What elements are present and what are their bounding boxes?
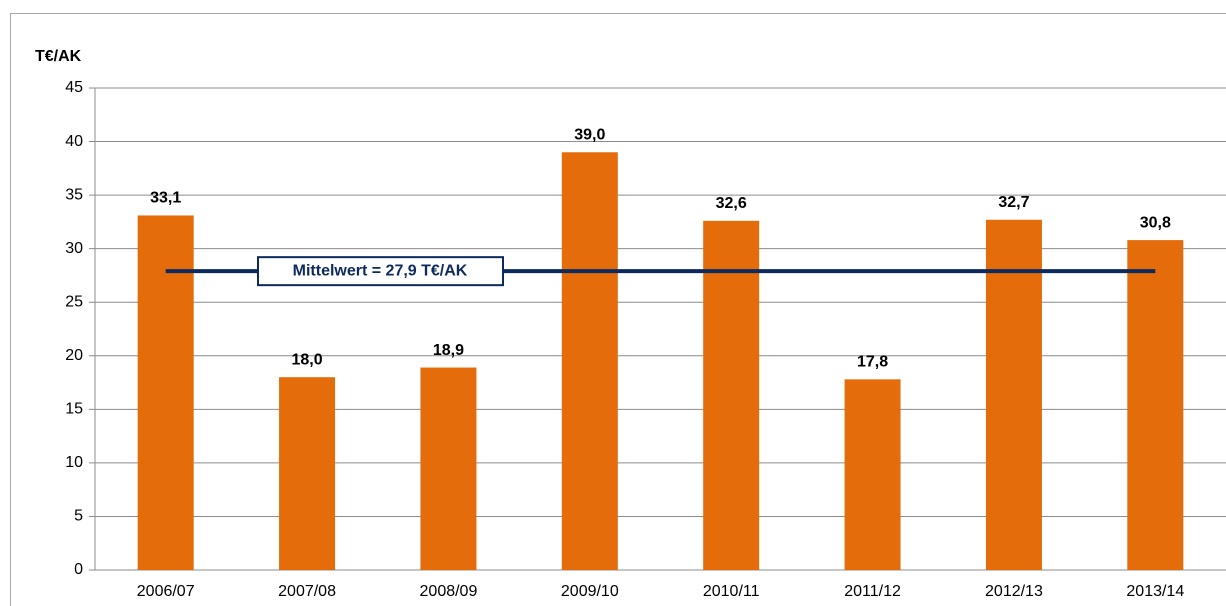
bar: [561, 152, 618, 570]
bar: [703, 220, 760, 570]
x-tick-label: 2008/09: [420, 583, 478, 600]
bar: [279, 377, 336, 570]
value-label: 18,0: [291, 351, 322, 368]
x-tick-label: 2006/07: [137, 583, 195, 600]
value-label: 30,8: [1140, 214, 1171, 231]
y-tick-label: 25: [65, 293, 83, 310]
bar: [420, 367, 477, 570]
x-tick-label: 2012/13: [985, 583, 1043, 600]
value-label: 33,1: [150, 190, 181, 207]
value-label: 18,9: [433, 342, 464, 359]
y-tick-label: 20: [65, 347, 83, 364]
value-label: 32,6: [716, 195, 747, 212]
chart-border: [10, 13, 1226, 606]
y-tick-label: 5: [74, 508, 83, 525]
value-label: 39,0: [574, 126, 605, 143]
x-tick-label: 2007/08: [278, 583, 336, 600]
y-tick-label: 40: [65, 133, 83, 150]
x-tick-label: 2010/11: [703, 583, 760, 600]
x-tick-label: 2009/10: [561, 583, 619, 600]
bar: [137, 215, 194, 570]
y-tick-label: 35: [65, 186, 83, 203]
y-tick-label: 45: [65, 79, 83, 96]
bar: [1127, 240, 1184, 570]
x-tick-label: 2013/14: [1126, 583, 1184, 600]
y-tick-label: 10: [65, 454, 83, 471]
mean-label: Mittelwert = 27,9 T€/AK: [293, 262, 468, 279]
bar: [844, 379, 901, 570]
y-axis-label: T€/AK: [35, 48, 82, 65]
x-tick-label: 2011/12: [844, 583, 901, 600]
y-tick-label: 30: [65, 240, 83, 257]
y-tick-label: 0: [74, 561, 83, 578]
value-label: 32,7: [998, 194, 1029, 211]
value-label: 17,8: [857, 354, 888, 371]
y-tick-label: 15: [65, 401, 83, 418]
bar: [985, 219, 1042, 570]
mean-label-box: [257, 256, 504, 287]
